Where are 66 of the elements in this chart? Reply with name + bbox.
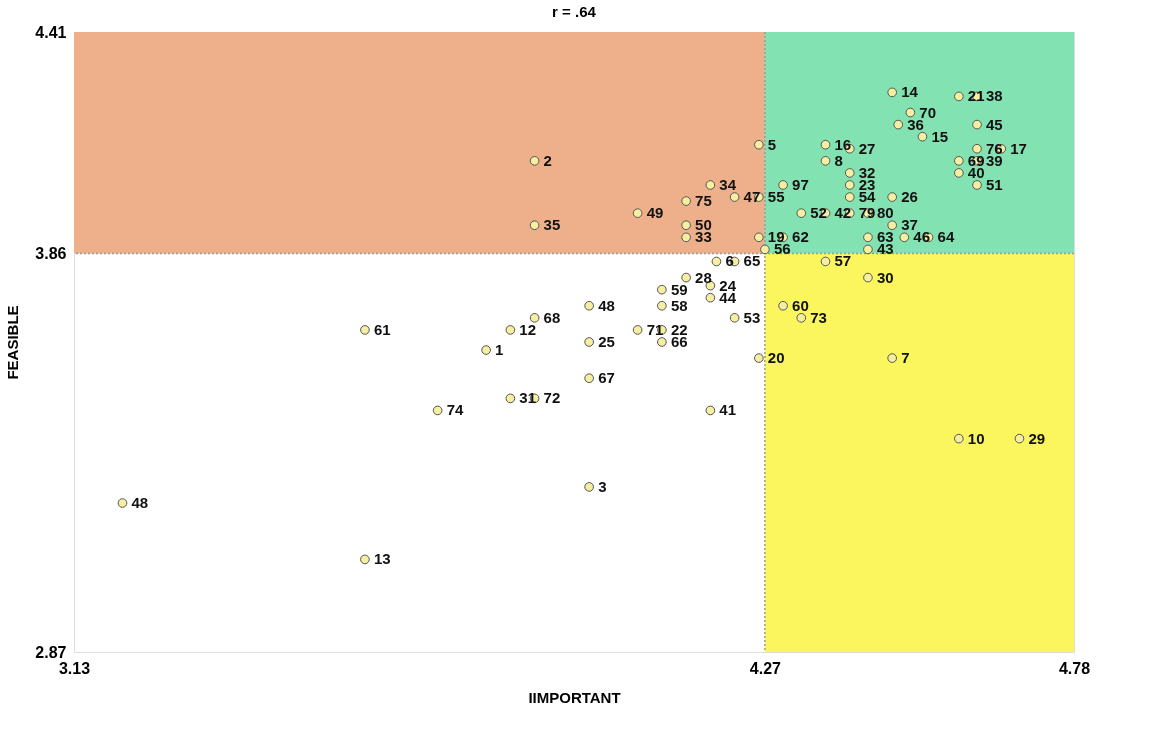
annotation: 6 [725,252,734,270]
annotation: 55 [767,188,785,206]
annotation: 48 [598,296,615,314]
annotation: 21 [967,87,985,105]
y-tick-label: 3.86 [35,244,67,262]
annotation: 2 [543,151,552,169]
annotation: 53 [743,308,761,326]
annotation: 14 [901,83,919,101]
annotation: 52 [810,204,827,222]
annotation: 15 [931,127,949,145]
annotation: 10 [967,429,985,447]
x-tick-label: 3.13 [58,659,91,677]
annotation: 37 [901,216,918,234]
annotation: 12 [519,320,537,338]
annotation: 57 [834,252,852,270]
annotation: 35 [543,216,561,234]
annotation: 28 [695,268,712,286]
annotation: 20 [767,349,785,367]
y-tick-label: 2.87 [35,643,67,661]
x-axis-title: IIMPORTANT [528,688,621,706]
annotation: 7 [901,349,910,367]
annotation: 62 [792,228,809,246]
annotation: 25 [598,333,615,350]
annotation: 22 [670,320,688,338]
chart-title: r = .64 [552,3,597,20]
x-tick-label: 4.27 [749,659,782,677]
annotation: 38 [986,87,1003,105]
annotation: 45 [986,115,1003,133]
annotation: 29 [1028,429,1046,447]
annotation: 27 [858,139,876,157]
x-tick-label: 4.78 [1058,659,1091,677]
annotation: 70 [919,103,937,121]
annotation: 74 [446,401,464,419]
annotation: 49 [646,204,664,222]
annotation: 58 [670,296,688,314]
annotation: 67 [598,369,615,387]
annotation: 41 [719,401,737,419]
annotation: 64 [937,228,955,246]
annotation: 61 [373,320,391,338]
annotation: 73 [810,308,827,326]
y-axis-title: FEASIBLE [4,305,22,380]
annotation: 60 [792,296,809,314]
annotation: 8 [834,151,843,169]
annotation: 72 [543,389,561,407]
annotation: 1 [495,341,504,359]
annotation: 75 [695,192,712,210]
annotation: 3 [598,477,607,495]
annotation: 47 [743,188,761,206]
annotation: 68 [543,308,561,326]
annotation: 42 [834,204,852,222]
annotation: 51 [986,175,1003,193]
annotation: 13 [373,550,391,568]
annotation: 16 [834,135,852,153]
annotation: 17 [1010,139,1027,157]
annotation: 65 [743,252,761,270]
annotation: 31 [519,389,537,407]
annotation: 80 [876,204,894,222]
annotation: 59 [670,280,688,298]
y-tick-label: 4.41 [35,23,67,41]
annotation: 5 [767,135,777,153]
annotation: 26 [901,188,918,206]
annotation: 34 [719,175,737,193]
annotation: 48 [131,494,149,512]
annotation: 71 [646,320,664,338]
annotation: 97 [792,175,809,193]
annotation: 30 [876,268,894,286]
